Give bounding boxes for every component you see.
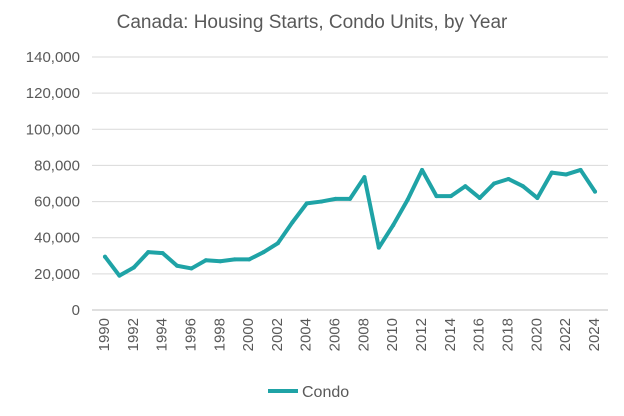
x-tick-label: 2016 bbox=[471, 318, 488, 351]
data-point bbox=[103, 254, 107, 259]
x-tick-label: 2020 bbox=[528, 318, 545, 351]
legend: Condo bbox=[268, 384, 349, 401]
data-point bbox=[520, 184, 525, 189]
data-point bbox=[549, 170, 554, 175]
x-tick-label: 2012 bbox=[413, 318, 430, 351]
series-layer bbox=[103, 167, 597, 278]
y-tick-label: 60,000 bbox=[34, 194, 80, 211]
data-point bbox=[261, 250, 266, 255]
data-point bbox=[203, 258, 208, 263]
data-point bbox=[391, 223, 396, 228]
data-point bbox=[275, 241, 280, 246]
x-tick-label: 2014 bbox=[442, 318, 459, 351]
x-tick-label: 2002 bbox=[269, 318, 286, 351]
y-tick-label: 80,000 bbox=[34, 157, 80, 174]
data-point bbox=[405, 197, 410, 202]
y-axis-tick-labels: 0 20,000 40,000 60,000 80,000 100,000 120,000 1… bbox=[26, 49, 80, 319]
x-tick-label: 2000 bbox=[240, 318, 257, 351]
x-tick-label: 2024 bbox=[586, 318, 603, 351]
y-tick-label: 40,000 bbox=[34, 230, 80, 247]
gridlines bbox=[92, 56, 608, 311]
x-tick-label: 2010 bbox=[384, 318, 401, 351]
x-tick-label: 1990 bbox=[96, 318, 113, 351]
data-point bbox=[492, 181, 497, 186]
data-point bbox=[247, 257, 252, 262]
x-tick-label: 2006 bbox=[327, 318, 344, 351]
data-point bbox=[578, 167, 583, 172]
data-point bbox=[477, 195, 482, 200]
data-point bbox=[319, 199, 324, 204]
data-point bbox=[189, 266, 194, 271]
x-tick-label: 1996 bbox=[182, 318, 199, 351]
data-point bbox=[131, 265, 136, 270]
data-point bbox=[420, 167, 425, 172]
data-point bbox=[333, 196, 338, 201]
data-point bbox=[448, 194, 453, 199]
data-point bbox=[218, 259, 223, 264]
x-tick-label: 2022 bbox=[557, 318, 574, 351]
data-point bbox=[304, 201, 309, 206]
data-point bbox=[160, 251, 165, 256]
y-tick-label: 140,000 bbox=[26, 49, 80, 66]
data-point bbox=[348, 196, 352, 201]
x-axis-tick-labels: 1990 1992 1994 1996 1998 2000 2002 2004 2006 2008… bbox=[96, 318, 603, 351]
data-point bbox=[232, 257, 237, 262]
x-tick-label: 1998 bbox=[211, 318, 228, 351]
data-point bbox=[362, 175, 367, 180]
x-tick-label: 1992 bbox=[125, 318, 142, 351]
data-point bbox=[434, 194, 439, 199]
x-tick-label: 2004 bbox=[298, 318, 315, 351]
y-tick-label: 20,000 bbox=[34, 266, 80, 283]
data-point bbox=[146, 250, 151, 255]
x-tick-label: 1994 bbox=[154, 318, 171, 351]
data-point bbox=[535, 195, 540, 200]
data-point bbox=[463, 184, 468, 189]
x-tick-label: 2018 bbox=[499, 318, 516, 351]
y-tick-label: 120,000 bbox=[26, 85, 80, 102]
legend-label-condo: Condo bbox=[302, 384, 349, 401]
y-tick-label: 0 bbox=[72, 302, 80, 319]
y-tick-label: 100,000 bbox=[26, 121, 80, 138]
data-point bbox=[290, 220, 295, 225]
data-point bbox=[593, 189, 597, 194]
data-point bbox=[564, 172, 569, 177]
data-point bbox=[506, 176, 511, 181]
x-tick-label: 2008 bbox=[355, 318, 372, 351]
data-point bbox=[376, 245, 381, 250]
data-point bbox=[117, 273, 122, 278]
chart-title: Canada: Housing Starts, Condo Units, by … bbox=[117, 12, 508, 33]
data-point bbox=[175, 263, 180, 268]
